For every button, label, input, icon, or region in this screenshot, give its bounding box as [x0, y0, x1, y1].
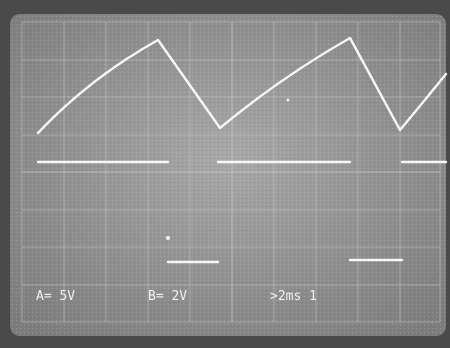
- oscilloscope-photo: A= 5V B= 2V >2ms 1: [0, 0, 450, 348]
- trace-dot: [166, 236, 170, 240]
- channel-a-readout: A= 5V: [36, 289, 75, 304]
- trace-dot: [287, 99, 290, 102]
- screen-texture: [10, 14, 446, 336]
- channel-b-readout: B= 2V: [148, 289, 187, 304]
- timebase-readout: >2ms 1: [270, 289, 317, 304]
